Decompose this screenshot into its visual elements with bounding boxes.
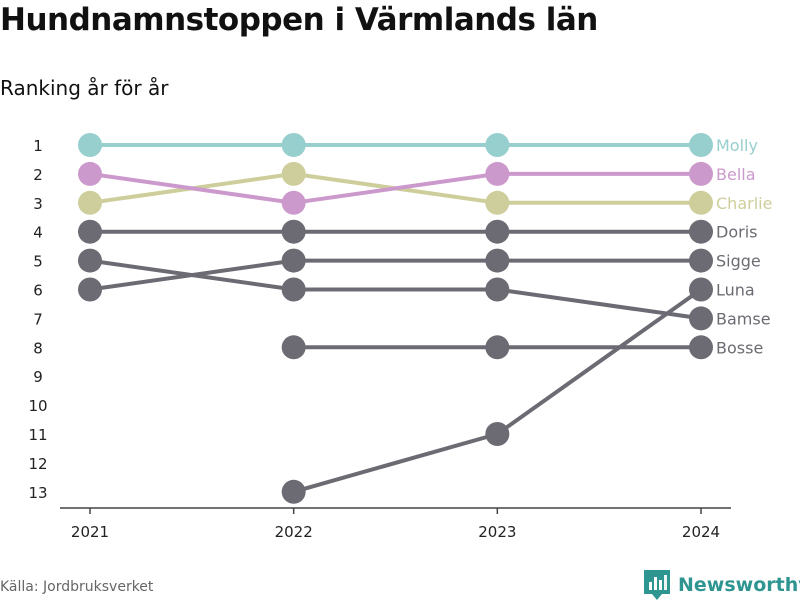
- series-line-luna: [293, 287, 703, 494]
- end-label-charlie: Charlie: [716, 194, 772, 213]
- marker-molly: [485, 133, 510, 157]
- marker-sigge: [78, 277, 102, 302]
- marker-bella: [78, 161, 102, 186]
- x-tick-label: 2024: [682, 523, 720, 541]
- marker-bosse: [689, 335, 713, 360]
- marker-luna: [689, 277, 713, 302]
- marker-molly: [78, 133, 102, 157]
- marker-bamse: [78, 248, 102, 273]
- brand-name: Newsworthy: [678, 574, 800, 596]
- marker-bella: [485, 161, 510, 186]
- marker-sigge: [689, 248, 713, 273]
- marker-bosse: [485, 335, 510, 360]
- y-tick-label: 11: [28, 426, 47, 444]
- marker-molly: [689, 133, 713, 157]
- marker-bella: [689, 161, 713, 186]
- end-label-bosse: Bosse: [716, 338, 763, 357]
- marker-bamse: [281, 277, 306, 302]
- y-tick-label: 10: [28, 397, 47, 415]
- series-markers: [78, 133, 713, 504]
- chart-title: Hundnamnstoppen i Värmlands län: [0, 2, 598, 38]
- end-label-bella: Bella: [716, 165, 756, 184]
- series-line-sigge: [89, 258, 701, 292]
- marker-molly: [281, 133, 306, 157]
- y-tick-label: 7: [33, 310, 43, 328]
- x-tick-label: 2021: [71, 523, 109, 541]
- marker-bella: [281, 190, 306, 215]
- end-label-doris: Doris: [716, 223, 757, 242]
- y-tick-label: 12: [28, 455, 47, 473]
- series-lines: [89, 143, 703, 494]
- marker-bosse: [281, 335, 306, 360]
- y-tick-label: 9: [33, 368, 43, 386]
- marker-luna: [485, 422, 510, 446]
- source-note: Källa: Jordbruksverket: [0, 579, 154, 595]
- marker-bamse: [485, 277, 510, 302]
- marker-doris: [485, 219, 510, 244]
- end-label-luna: Luna: [716, 281, 755, 300]
- end-label-sigge: Sigge: [716, 252, 761, 271]
- y-tick-label: 5: [33, 253, 43, 271]
- marker-bamse: [689, 306, 713, 331]
- marker-luna: [281, 479, 306, 504]
- marker-charlie: [689, 190, 713, 215]
- series-line-bamse: [89, 258, 702, 321]
- y-tick-label: 4: [33, 224, 43, 242]
- y-tick-label: 3: [33, 195, 43, 213]
- series-line-bella: [89, 171, 701, 205]
- brand-logo: Newsworthy: [644, 570, 800, 600]
- marker-doris: [78, 219, 102, 244]
- marker-sigge: [281, 248, 306, 273]
- marker-charlie: [485, 190, 510, 215]
- series-end-labels: Molly Bella Charlie Doris Sigge Luna Bamse Boss…: [716, 136, 772, 357]
- marker-charlie: [281, 161, 306, 186]
- end-label-bamse: Bamse: [716, 309, 771, 328]
- marker-sigge: [485, 248, 510, 273]
- bar-chart-logo-icon: [644, 570, 670, 600]
- y-tick-label: 6: [33, 282, 43, 300]
- y-tick-label: 2: [33, 166, 43, 184]
- x-axis: 2021 2022 2023 2024: [60, 507, 731, 541]
- y-tick-label: 13: [28, 484, 47, 502]
- marker-doris: [689, 219, 713, 244]
- y-tick-label: 8: [33, 339, 43, 357]
- y-tick-label: 1: [33, 137, 43, 155]
- x-tick-label: 2023: [478, 523, 516, 541]
- marker-doris: [281, 219, 306, 244]
- x-tick-label: 2022: [275, 523, 313, 541]
- marker-charlie: [78, 190, 102, 215]
- chart-subtitle: Ranking år för år: [0, 76, 169, 100]
- end-label-molly: Molly: [716, 136, 758, 155]
